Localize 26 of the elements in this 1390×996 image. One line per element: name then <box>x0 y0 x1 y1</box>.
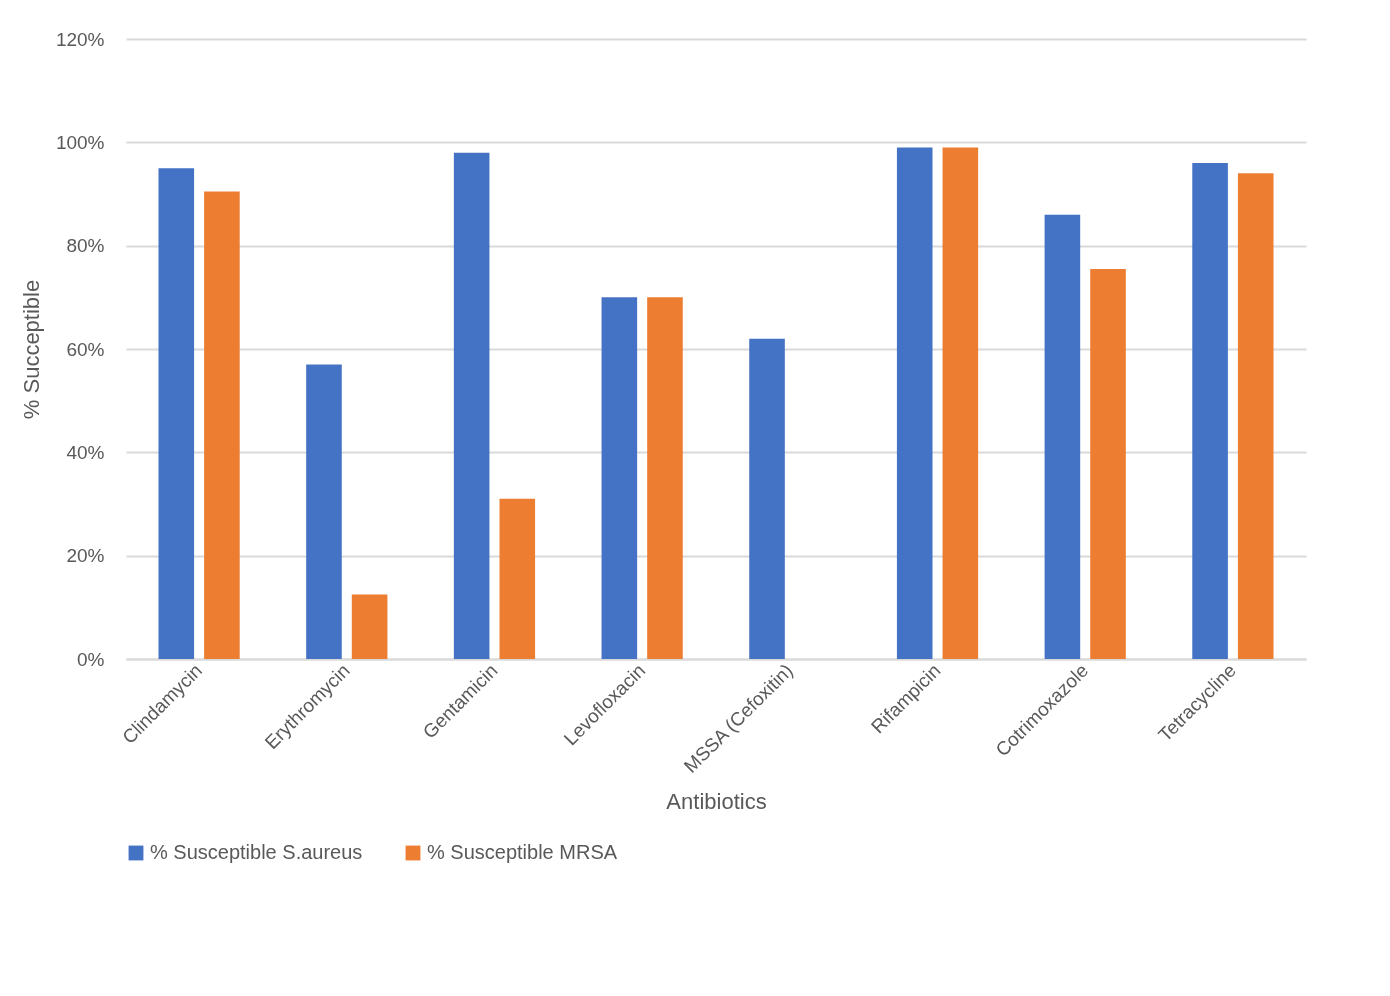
bar <box>351 594 388 659</box>
bar <box>499 498 536 659</box>
bar <box>158 168 195 659</box>
x-axis-title: Antibiotics <box>666 788 767 814</box>
bar <box>896 147 933 659</box>
bar <box>1192 163 1228 659</box>
bar <box>453 152 490 659</box>
bar <box>306 364 342 659</box>
bar <box>1044 214 1081 659</box>
y-tick-label: 60% <box>66 338 105 360</box>
legend-label: % Susceptible MRSA <box>427 841 618 863</box>
legend-label: % Susceptible S.aureus <box>150 841 363 863</box>
bar <box>1237 173 1274 659</box>
y-tick-label: 0% <box>77 648 105 670</box>
y-tick-label: 100% <box>55 131 105 153</box>
bar <box>942 147 979 659</box>
bar <box>647 297 683 659</box>
bar <box>204 191 240 659</box>
y-axis-title: % Succeptible <box>18 279 44 420</box>
y-tick-label: 20% <box>66 545 105 567</box>
bar <box>1090 268 1126 659</box>
y-tick-label: 80% <box>66 235 105 257</box>
y-tick-label: 120% <box>55 28 105 50</box>
bar <box>749 338 785 659</box>
bar <box>601 297 638 659</box>
y-tick-label: 40% <box>66 441 105 463</box>
